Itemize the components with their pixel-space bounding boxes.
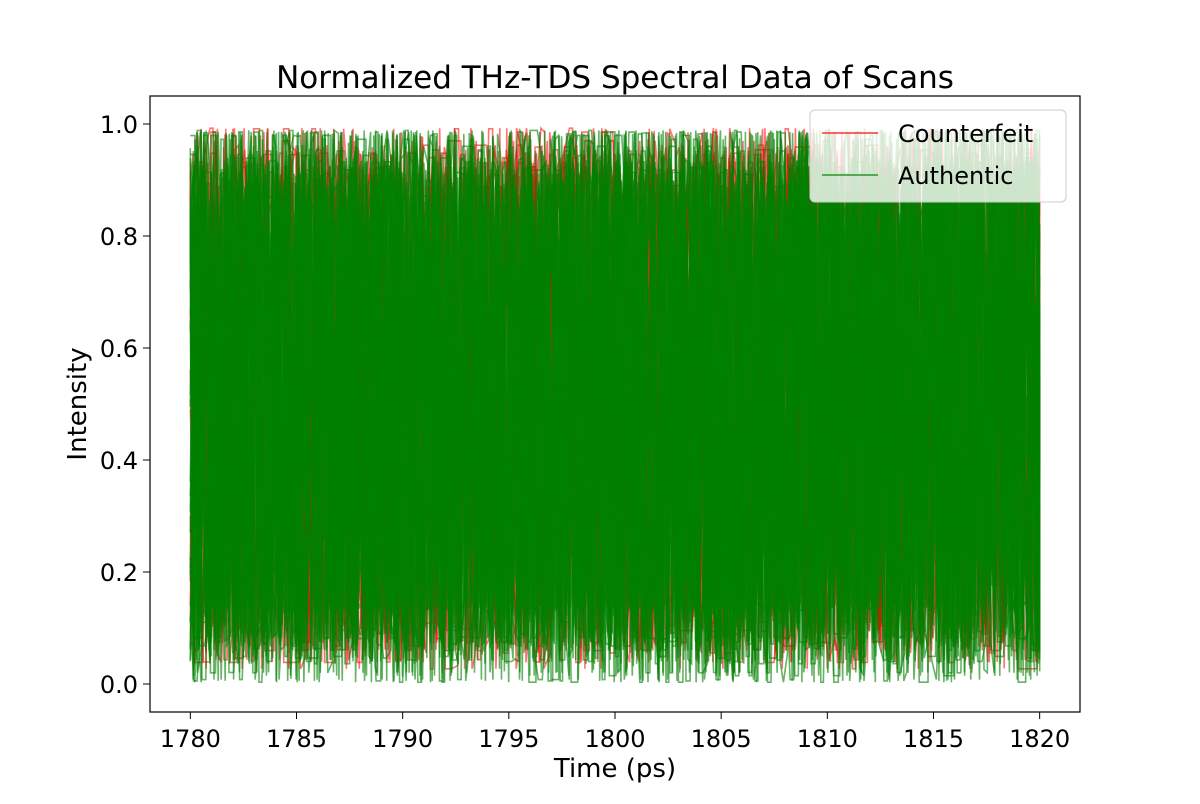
x-tick-label: 1820 xyxy=(1009,725,1070,753)
legend-authentic-label: Authentic xyxy=(898,162,1014,190)
x-tick-label: 1785 xyxy=(266,725,327,753)
y-tick-label: 0.2 xyxy=(100,559,138,587)
y-tick-label: 0.4 xyxy=(100,447,138,475)
series-layer xyxy=(189,126,1041,683)
x-tick-label: 1795 xyxy=(478,725,539,753)
legend-counterfeit-label: Counterfeit xyxy=(898,120,1033,148)
x-axis-label: Time (ps) xyxy=(553,754,676,784)
y-tick-label: 0.6 xyxy=(100,335,138,363)
y-axis-label: Intensity xyxy=(63,347,93,460)
x-tick-label: 1810 xyxy=(797,725,858,753)
y-tick-label: 1.0 xyxy=(100,111,138,139)
x-tick-label: 1800 xyxy=(584,725,645,753)
x-tick-label: 1805 xyxy=(691,725,752,753)
y-axis-ticks: 0.0 0.2 0.4 0.6 0.8 1.0 xyxy=(100,111,150,699)
x-tick-label: 1815 xyxy=(903,725,964,753)
chart-title: Normalized THz-TDS Spectral Data of Scan… xyxy=(276,60,954,96)
x-axis-ticks: 1780 1785 1790 1795 1800 1805 1810 1815 1820 xyxy=(160,712,1070,753)
y-tick-label: 0.8 xyxy=(100,223,138,251)
legend: Counterfeit Authentic xyxy=(809,109,1067,203)
x-tick-label: 1780 xyxy=(160,725,221,753)
y-tick-label: 0.0 xyxy=(100,671,138,699)
authentic-series-line xyxy=(190,133,1041,614)
x-tick-label: 1790 xyxy=(372,725,433,753)
